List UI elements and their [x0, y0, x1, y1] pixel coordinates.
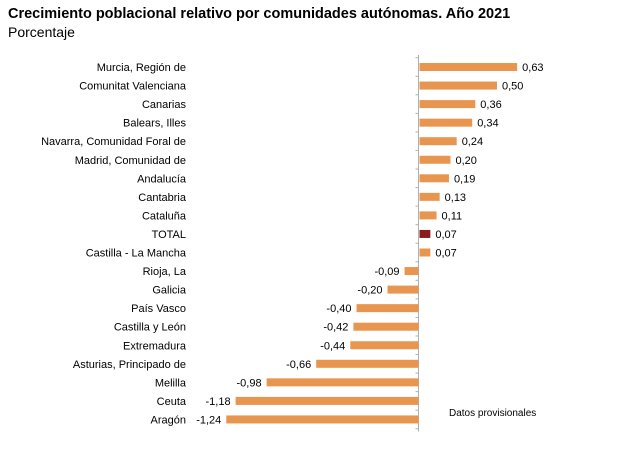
bar: [419, 63, 518, 71]
category-label: Castilla y León: [114, 322, 186, 334]
value-label: -1,24: [196, 414, 221, 426]
provisional-note: Datos provisionales: [449, 408, 537, 419]
category-label: Rioja, La: [143, 266, 187, 278]
category-label: Madrid, Comunidad de: [75, 155, 186, 167]
value-label: 0,20: [456, 155, 477, 167]
value-label: 0,07: [435, 248, 456, 260]
value-label: 0,63: [522, 62, 543, 74]
category-label: Canarias: [142, 99, 187, 111]
category-label: Galicia: [152, 285, 187, 297]
bar: [419, 155, 451, 164]
bar: [235, 396, 419, 405]
chart-title: Crecimiento poblacional relativo por com…: [8, 6, 511, 22]
bar: [266, 378, 419, 387]
category-label: Cataluña: [142, 210, 187, 222]
category-label: Ceuta: [157, 396, 187, 408]
value-label: 0,19: [454, 173, 475, 185]
value-label: 0,50: [502, 81, 523, 93]
value-label: 0,07: [435, 229, 456, 241]
value-label: -0,40: [326, 303, 351, 315]
value-label: -0,44: [320, 340, 345, 352]
bar: [419, 100, 476, 109]
value-label: -1,18: [206, 396, 231, 408]
category-label: Extremadura: [123, 340, 187, 352]
value-label: -0,09: [374, 266, 399, 278]
bar: [419, 174, 449, 183]
value-label: 0,36: [480, 99, 501, 111]
bar: [419, 118, 473, 127]
value-label: 0,13: [445, 192, 466, 204]
bar: [356, 304, 419, 313]
bar: [419, 211, 437, 220]
bar: [353, 322, 419, 331]
category-label: Comunitat Valenciana: [79, 81, 187, 93]
chart-subtitle: Porcentaje: [8, 24, 75, 40]
bar: [419, 137, 457, 146]
category-label: Aragón: [151, 414, 186, 426]
category-label: Andalucía: [137, 173, 187, 185]
bar: [419, 248, 431, 257]
category-label: Melilla: [155, 377, 187, 389]
category-label: Murcia, Región de: [97, 62, 186, 74]
category-label: TOTAL: [152, 229, 186, 241]
bar: [350, 341, 419, 350]
category-label: Navarra, Comunidad Foral de: [41, 136, 186, 148]
category-label: País Vasco: [131, 303, 186, 315]
category-label: Castilla - La Mancha: [86, 248, 187, 260]
bar: [387, 285, 419, 294]
bar: [316, 359, 419, 368]
value-label: 0,24: [462, 136, 483, 148]
value-label: -0,42: [323, 322, 348, 334]
value-label: -0,20: [357, 285, 382, 297]
bar: [419, 192, 440, 201]
value-label: -0,66: [286, 359, 311, 371]
value-label: 0,34: [477, 118, 498, 130]
bar: [226, 415, 419, 424]
category-label: Asturias, Principado de: [73, 359, 186, 371]
category-label: Cantabria: [138, 192, 187, 204]
value-label: -0,98: [237, 377, 262, 389]
value-label: 0,11: [442, 210, 463, 222]
category-label: Balears, Illes: [123, 118, 186, 130]
bar: [419, 229, 431, 238]
bar: [419, 81, 497, 90]
bar: [404, 267, 419, 276]
